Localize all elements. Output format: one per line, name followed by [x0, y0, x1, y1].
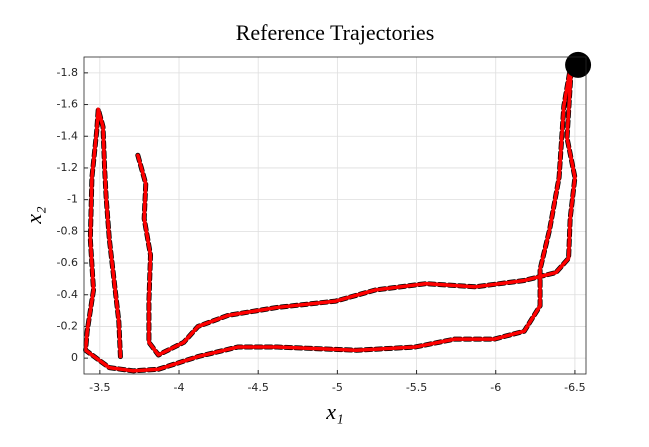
x-tick-label: -5.5 — [406, 381, 427, 394]
x-tick-label: -3.5 — [89, 381, 110, 394]
x-axis-label: x₁ — [325, 399, 343, 424]
y-tick-label: -1.6 — [57, 98, 78, 111]
y-tick-label: 0 — [71, 351, 78, 364]
y-tick-label: -0.6 — [57, 256, 78, 269]
y-tick-label: -1 — [67, 193, 78, 206]
x-tick-label: -6.5 — [564, 381, 585, 394]
plot-area — [84, 57, 586, 374]
x-tick-label: -4 — [174, 381, 185, 394]
x-tick-label: -4.5 — [247, 381, 268, 394]
x-tick-label: -6 — [490, 381, 501, 394]
y-tick-label: -1.2 — [57, 161, 78, 174]
y-axis-label: x₂ — [21, 206, 46, 225]
end-point — [565, 51, 592, 78]
y-tick-label: -0.2 — [57, 319, 78, 332]
plot-border — [83, 56, 587, 375]
y-tick-label: -1.4 — [57, 129, 78, 142]
y-tick-label: -0.4 — [57, 288, 78, 301]
x-tick-label: -5 — [332, 381, 343, 394]
y-tick-label: -0.8 — [57, 224, 78, 237]
y-tick-label: -1.8 — [57, 66, 78, 79]
trajectory-line — [83, 58, 577, 373]
chart-title: Reference Trajectories — [236, 20, 435, 45]
